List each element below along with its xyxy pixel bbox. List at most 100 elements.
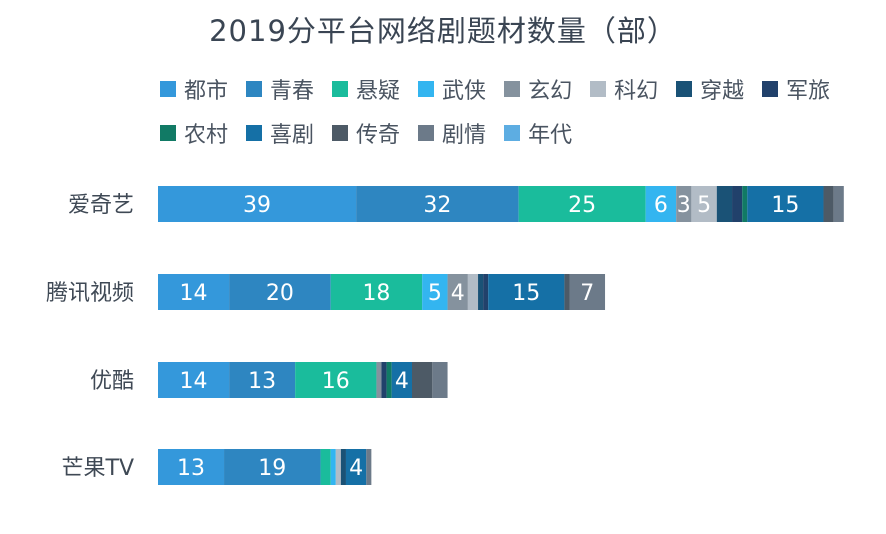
bar-segment xyxy=(432,362,448,398)
legend-label: 青春 xyxy=(270,79,315,104)
category-label: 爱奇艺 xyxy=(68,193,134,218)
legend-label: 悬疑 xyxy=(356,79,401,104)
bar-segment xyxy=(356,186,519,222)
bar-segment xyxy=(483,274,489,310)
legend-swatch xyxy=(160,125,176,141)
bar-segment xyxy=(488,274,565,310)
bar-segment xyxy=(158,274,230,310)
legend-label: 穿越 xyxy=(700,79,745,104)
data-label: 19 xyxy=(258,456,286,481)
data-label: 15 xyxy=(771,193,799,218)
legend-label: 传奇 xyxy=(356,123,401,148)
bar-segment xyxy=(340,449,346,485)
bar-segment xyxy=(320,449,331,485)
legend-item: 传奇 xyxy=(332,118,400,148)
legend-item: 青春 xyxy=(246,74,314,104)
data-label: 20 xyxy=(266,281,294,306)
legend-label: 喜剧 xyxy=(270,123,315,148)
bar-segment xyxy=(381,362,387,398)
data-label: 4 xyxy=(451,281,465,306)
legend-item: 穿越 xyxy=(676,74,744,104)
legend-swatch xyxy=(246,81,263,97)
bar-segment xyxy=(295,362,377,398)
legend-item: 科幻 xyxy=(590,74,658,104)
category-label: 芒果TV xyxy=(62,456,135,481)
legend-swatch xyxy=(418,125,435,141)
legend-label: 农村 xyxy=(184,123,229,148)
bar-segment xyxy=(158,186,357,222)
bar-segment xyxy=(224,449,321,485)
data-label: 13 xyxy=(248,369,276,394)
bar-segment xyxy=(569,274,606,310)
data-label: 4 xyxy=(395,369,409,394)
bar-segment xyxy=(330,274,423,310)
bar-segment xyxy=(691,186,717,222)
legend-swatch xyxy=(762,81,779,97)
category-label: 腾讯视频 xyxy=(46,281,134,306)
legend-label: 玄幻 xyxy=(528,79,573,104)
legend-label: 剧情 xyxy=(442,123,487,148)
bar-segment xyxy=(335,449,341,485)
legend-label: 科幻 xyxy=(614,79,659,104)
chart-title: 2019分平台网络剧题材数量（部） xyxy=(209,14,677,48)
legend-swatch xyxy=(332,125,349,141)
data-label: 4 xyxy=(349,456,363,481)
legend-item: 武侠 xyxy=(418,74,486,104)
bar-segment xyxy=(564,274,570,310)
data-label: 14 xyxy=(180,369,208,394)
bar-segment xyxy=(716,186,733,222)
bar-segment xyxy=(229,274,331,310)
legend-swatch xyxy=(418,81,435,97)
bar-segment xyxy=(676,186,692,222)
data-label: 5 xyxy=(428,281,442,306)
data-label: 39 xyxy=(243,193,271,218)
bar-segment xyxy=(467,274,479,310)
bar-segment xyxy=(447,274,468,310)
bar-segment xyxy=(478,274,484,310)
category-label: 优酷 xyxy=(90,369,134,394)
bar-segment xyxy=(732,186,743,222)
bar-segment xyxy=(386,362,392,398)
legend-item: 悬疑 xyxy=(332,74,400,104)
bar-segment xyxy=(366,449,372,485)
bar-segment xyxy=(747,186,824,222)
bar-segment xyxy=(422,274,448,310)
data-label: 7 xyxy=(580,281,594,306)
data-label: 14 xyxy=(180,281,208,306)
data-label: 25 xyxy=(568,193,596,218)
data-label: 15 xyxy=(512,281,540,306)
legend-swatch xyxy=(504,125,521,141)
legend-swatch xyxy=(246,125,263,141)
bar-segment xyxy=(158,362,230,398)
legend-item: 玄幻 xyxy=(504,74,572,104)
legend-swatch xyxy=(504,81,521,97)
bar-segment xyxy=(391,362,412,398)
legend: 都市 青春 悬疑 武侠 玄幻 科幻 穿越 军旅农村 喜剧 传奇 剧情 年代 xyxy=(160,74,860,148)
legend-label: 军旅 xyxy=(786,79,831,104)
data-label: 3 xyxy=(677,193,691,218)
legend-label: 年代 xyxy=(528,123,573,148)
bar-segment xyxy=(330,449,336,485)
legend-item: 都市 xyxy=(160,74,228,104)
legend-item: 农村 xyxy=(160,118,228,148)
legend-label: 武侠 xyxy=(442,79,487,104)
legend-swatch xyxy=(332,81,349,97)
legend-swatch xyxy=(160,81,176,97)
data-label: 16 xyxy=(322,369,350,394)
legend-item: 喜剧 xyxy=(246,118,314,148)
data-label: 13 xyxy=(177,456,205,481)
legend-swatch xyxy=(676,81,693,97)
bar-segment xyxy=(412,362,433,398)
data-label: 5 xyxy=(697,193,711,218)
data-label: 32 xyxy=(423,193,451,218)
legend-item: 军旅 xyxy=(762,74,830,104)
bar-segment xyxy=(229,362,296,398)
bar-segment xyxy=(518,186,646,222)
bar-segment xyxy=(833,186,844,222)
bar-segment xyxy=(823,186,834,222)
bar-segment xyxy=(158,449,225,485)
bar-segment xyxy=(345,449,367,485)
legend-item: 剧情 xyxy=(418,118,486,148)
bar-segment xyxy=(645,186,677,222)
